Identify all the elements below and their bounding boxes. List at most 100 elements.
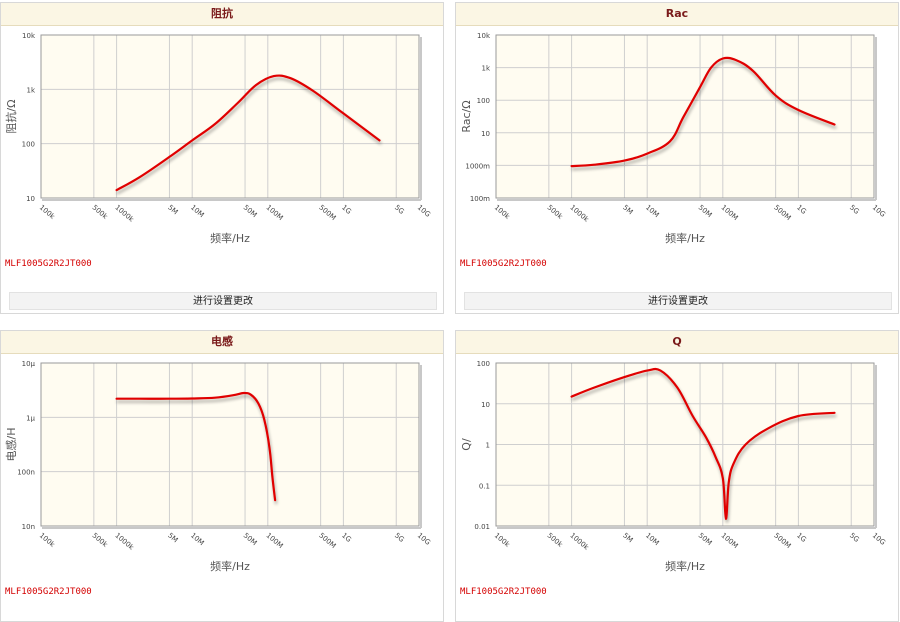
x-axis-label: 频率/Hz [210, 559, 250, 573]
chart-inductance: 100k 500k 1000k 5M 10M 50M 100M 500M 1G 5G 10G 10μ 1… [5, 360, 432, 573]
x-tick-label: 10G [871, 203, 887, 218]
y-tick-label: 1 [486, 442, 490, 450]
x-tick-label: 100k [38, 531, 57, 549]
series-line [115, 74, 381, 192]
y-tick-label: 100m [470, 195, 490, 203]
x-tick-label: 5M [621, 531, 634, 544]
y-tick-label: 10 [481, 130, 490, 138]
panel-title: 电感 [1, 331, 443, 354]
panel-title: Q [456, 331, 898, 354]
x-axis-label: 频率/Hz [210, 231, 250, 245]
chart-panel-impedance: 阻抗 100k 500k 1000k 5M 10M 50M 100M 500M 1G 5G 10G 1… [0, 2, 444, 314]
chart-panel-rac: Rac 100k 500k 1000k 5M 10M 50M 100M 500M 1G 5G 10G… [455, 2, 899, 314]
x-tick-label: 10M [189, 531, 206, 547]
x-tick-label: 100M [265, 203, 285, 222]
x-tick-label: 1G [795, 203, 808, 215]
y-tick-label: 1k [481, 65, 490, 73]
x-tick-label: 100k [493, 531, 512, 549]
y-tick-label: 100 [477, 97, 490, 105]
x-tick-label: 50M [697, 531, 714, 547]
y-tick-label: 0.01 [474, 523, 490, 531]
y-tick-label: 1000m [465, 162, 490, 170]
x-tick-label: 50M [242, 203, 259, 219]
chart-q: 100k 500k 1000k 5M 10M 50M 100M 500M 1G 5G 10G 100 1… [460, 360, 887, 573]
y-tick-label: 100 [22, 141, 35, 149]
y-tick-label: 0.1 [479, 482, 490, 490]
y-axis-label: 电感/H [5, 428, 18, 462]
plot-area [496, 35, 874, 198]
y-tick-label: 1k [26, 86, 35, 94]
x-tick-label: 10M [189, 203, 206, 219]
plot-frame [40, 362, 420, 527]
plot-frame [495, 34, 875, 199]
x-axis-label: 频率/Hz [665, 231, 705, 245]
chart-panel-inductance: 电感 100k 500k 1000k 5M 10M 50M 100M 500M 1G 5G 10G 1… [0, 330, 444, 622]
y-axis-label: Rac/Ω [460, 100, 473, 132]
part-number: MLF1005G2R2JT000 [5, 259, 92, 269]
series-line [570, 56, 836, 168]
y-tick-label: 10k [477, 32, 491, 40]
x-tick-label: 500M [317, 203, 337, 222]
x-tick-label: 1000k [113, 203, 136, 224]
x-tick-label: 10G [416, 203, 432, 218]
x-tick-label: 1000k [113, 531, 136, 552]
x-tick-label: 500k [546, 203, 565, 221]
x-axis-label: 频率/Hz [665, 559, 705, 573]
plot-frame [40, 34, 420, 199]
x-tick-label: 500M [317, 531, 337, 550]
plot-area [41, 363, 419, 526]
x-tick-label: 50M [242, 531, 259, 547]
x-tick-label: 5M [166, 203, 179, 216]
x-tick-label: 5G [393, 203, 406, 215]
x-tick-label: 500k [91, 531, 110, 549]
x-tick-label: 10M [644, 203, 661, 219]
x-tick-label: 1000k [568, 531, 591, 552]
x-tick-label: 1G [795, 531, 808, 543]
plot-frame [495, 362, 875, 527]
y-tick-label: 1μ [26, 414, 35, 422]
x-tick-label: 10G [416, 531, 432, 546]
y-tick-label: 100n [17, 469, 35, 477]
y-tick-label: 10k [22, 32, 36, 40]
settings-button[interactable]: 进行设置更改 [9, 292, 437, 310]
x-tick-label: 100k [493, 203, 512, 221]
x-tick-label: 100M [720, 531, 740, 550]
x-tick-label: 1000k [568, 203, 591, 224]
x-tick-label: 10M [644, 531, 661, 547]
y-axis-label: Q/ [460, 438, 473, 451]
x-tick-label: 500M [772, 203, 792, 222]
x-tick-label: 500k [91, 203, 110, 221]
part-number: MLF1005G2R2JT000 [460, 587, 547, 597]
x-tick-label: 5G [848, 203, 861, 215]
x-tick-label: 5G [393, 531, 406, 543]
chart-panel-q: Q 100k 500k 1000k 5M 10M 50M 100M 500M 1G 5G 10G 10… [455, 330, 899, 622]
y-tick-label: 10n [22, 523, 35, 531]
y-axis-label: 阻抗/Ω [4, 99, 18, 133]
x-tick-label: 100k [38, 203, 57, 221]
chart-impedance: 100k 500k 1000k 5M 10M 50M 100M 500M 1G 5G 10G 10k 1… [4, 32, 432, 245]
chart-rac: 100k 500k 1000k 5M 10M 50M 100M 500M 1G 5G 10G 10k 1… [460, 32, 887, 245]
y-tick-label: 100 [477, 360, 490, 368]
x-tick-label: 5G [848, 531, 861, 543]
x-tick-label: 5M [621, 203, 634, 216]
x-tick-label: 50M [697, 203, 714, 219]
x-tick-label: 500k [546, 531, 565, 549]
x-tick-label: 1G [340, 531, 353, 543]
x-tick-label: 500M [772, 531, 792, 550]
x-tick-label: 100M [265, 531, 285, 550]
x-tick-label: 5M [166, 531, 179, 544]
x-tick-label: 1G [340, 203, 353, 215]
series-line [115, 391, 277, 502]
y-tick-label: 10μ [22, 360, 36, 368]
panel-title: Rac [456, 3, 898, 26]
part-number: MLF1005G2R2JT000 [5, 587, 92, 597]
y-tick-label: 10 [481, 401, 490, 409]
part-number: MLF1005G2R2JT000 [460, 259, 547, 269]
settings-button[interactable]: 进行设置更改 [464, 292, 892, 310]
x-tick-label: 10G [871, 531, 887, 546]
plot-area [41, 35, 419, 198]
x-tick-label: 100M [720, 203, 740, 222]
y-tick-label: 10 [26, 195, 35, 203]
series-line [570, 367, 836, 520]
panel-title: 阻抗 [1, 3, 443, 26]
